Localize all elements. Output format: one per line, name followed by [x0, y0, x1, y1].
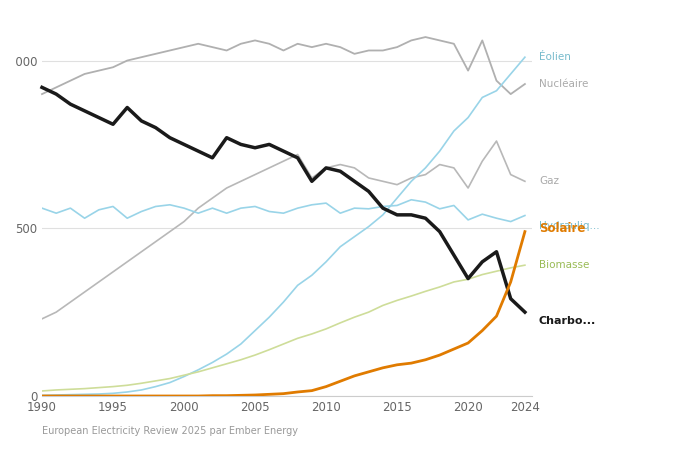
Text: Éolien: Éolien — [539, 52, 570, 62]
Text: Solaire: Solaire — [539, 222, 585, 235]
Text: Charbo...: Charbo... — [539, 315, 596, 325]
Text: Biomasse: Biomasse — [539, 260, 589, 270]
Text: Nucléaire: Nucléaire — [539, 79, 588, 89]
Text: Gaz: Gaz — [539, 176, 559, 186]
Text: European Electricity Review 2025 par Ember Energy: European Electricity Review 2025 par Emb… — [42, 427, 298, 436]
Text: Hydrauliq...: Hydrauliq... — [539, 220, 600, 230]
